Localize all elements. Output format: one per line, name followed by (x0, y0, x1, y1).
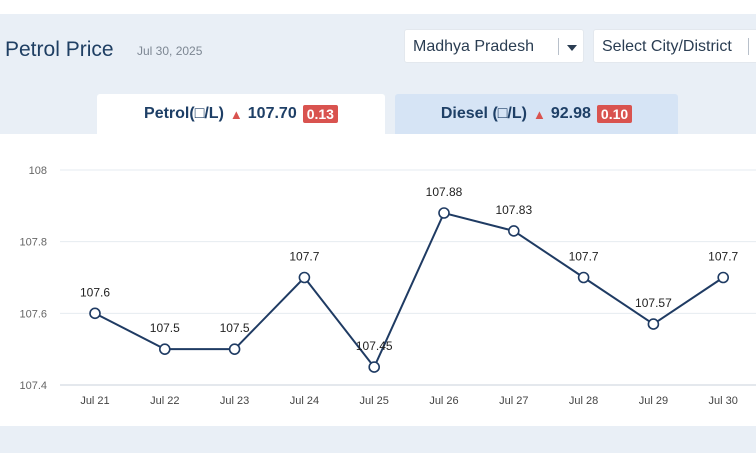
data-label: 107.7 (569, 250, 599, 264)
tab-petrol[interactable]: Petrol (□/L) ▲ 107.70 0.13 (97, 94, 385, 134)
tab-diesel-price: 92.98 (550, 105, 591, 122)
data-point (368, 361, 381, 373)
x-tick-label: Jul 24 (290, 395, 319, 407)
data-point (159, 343, 171, 355)
top-band (0, 0, 756, 14)
data-point (89, 307, 101, 320)
price-line-chart: 107.4 107.6 107.8 108 Jul 21 Jul 22 Jul 23 Jul … (19, 165, 756, 407)
data-point (507, 225, 520, 237)
data-label: 107.5 (220, 321, 250, 335)
x-tick-label: Jul 21 (80, 395, 109, 407)
tab-petrol-price: 107.70 (247, 105, 297, 122)
chevron-down-icon[interactable] (567, 45, 577, 51)
state-value: Madhya Pradesh (413, 38, 534, 55)
x-tick-label: Jul 29 (639, 395, 668, 407)
city-dropdown[interactable]: Select City/District (593, 29, 756, 63)
dropdown-divider (558, 38, 559, 55)
x-tick-label: Jul 27 (499, 395, 528, 407)
x-tick-label: Jul 22 (150, 395, 179, 407)
tab-diesel-fuel: Diesel (440, 105, 488, 122)
city-placeholder: Select City/District (602, 38, 732, 55)
y-tick-label: 108 (29, 165, 47, 177)
x-tick-label: Jul 26 (429, 395, 458, 407)
x-tick-label: Jul 28 (569, 395, 598, 407)
y-tick-label: 107.6 (19, 308, 47, 320)
price-chart-card: 107.4 107.6 107.8 108 Jul 21 Jul 22 Jul 23 Jul … (0, 134, 756, 426)
data-point (577, 271, 590, 284)
data-label: 107.7 (289, 250, 319, 264)
tab-petrol-change-badge: 0.13 (302, 105, 338, 123)
y-tick-label: 107.8 (19, 237, 47, 249)
x-tick-label: Jul 23 (220, 395, 249, 407)
data-point (228, 343, 241, 355)
tab-petrol-fuel: Petrol (144, 105, 190, 122)
x-tick-label: Jul 30 (709, 395, 738, 407)
tab-diesel[interactable]: Diesel (□/L) ▲ 92.98 0.10 (395, 94, 678, 134)
data-point (438, 207, 450, 219)
data-label: 107.45 (356, 339, 393, 353)
series-line (94, 211, 724, 370)
data-point (717, 271, 730, 284)
state-dropdown[interactable]: Madhya Pradesh (404, 29, 584, 63)
dropdown-divider (748, 38, 749, 55)
data-label: 107.6 (80, 285, 110, 299)
page-title: Petrol Price (5, 38, 114, 61)
tab-diesel-change-badge: 0.10 (596, 105, 633, 123)
tab-diesel-unit: (□/L) (492, 105, 527, 122)
price-up-icon: ▲ (229, 106, 243, 122)
data-label: 107.7 (708, 250, 738, 264)
tab-petrol-unit: (□/L) (189, 105, 224, 122)
x-tick-label: Jul 25 (360, 395, 389, 407)
data-label: 107.5 (150, 321, 180, 335)
data-label: 107.57 (635, 296, 672, 310)
data-label: 107.83 (495, 203, 532, 217)
data-label: 107.88 (426, 185, 463, 199)
data-point (647, 318, 660, 330)
price-up-icon: ▲ (532, 106, 546, 122)
y-tick-label: 107.4 (19, 380, 47, 392)
page-date: Jul 30, 2025 (137, 44, 203, 58)
data-point (298, 271, 311, 284)
